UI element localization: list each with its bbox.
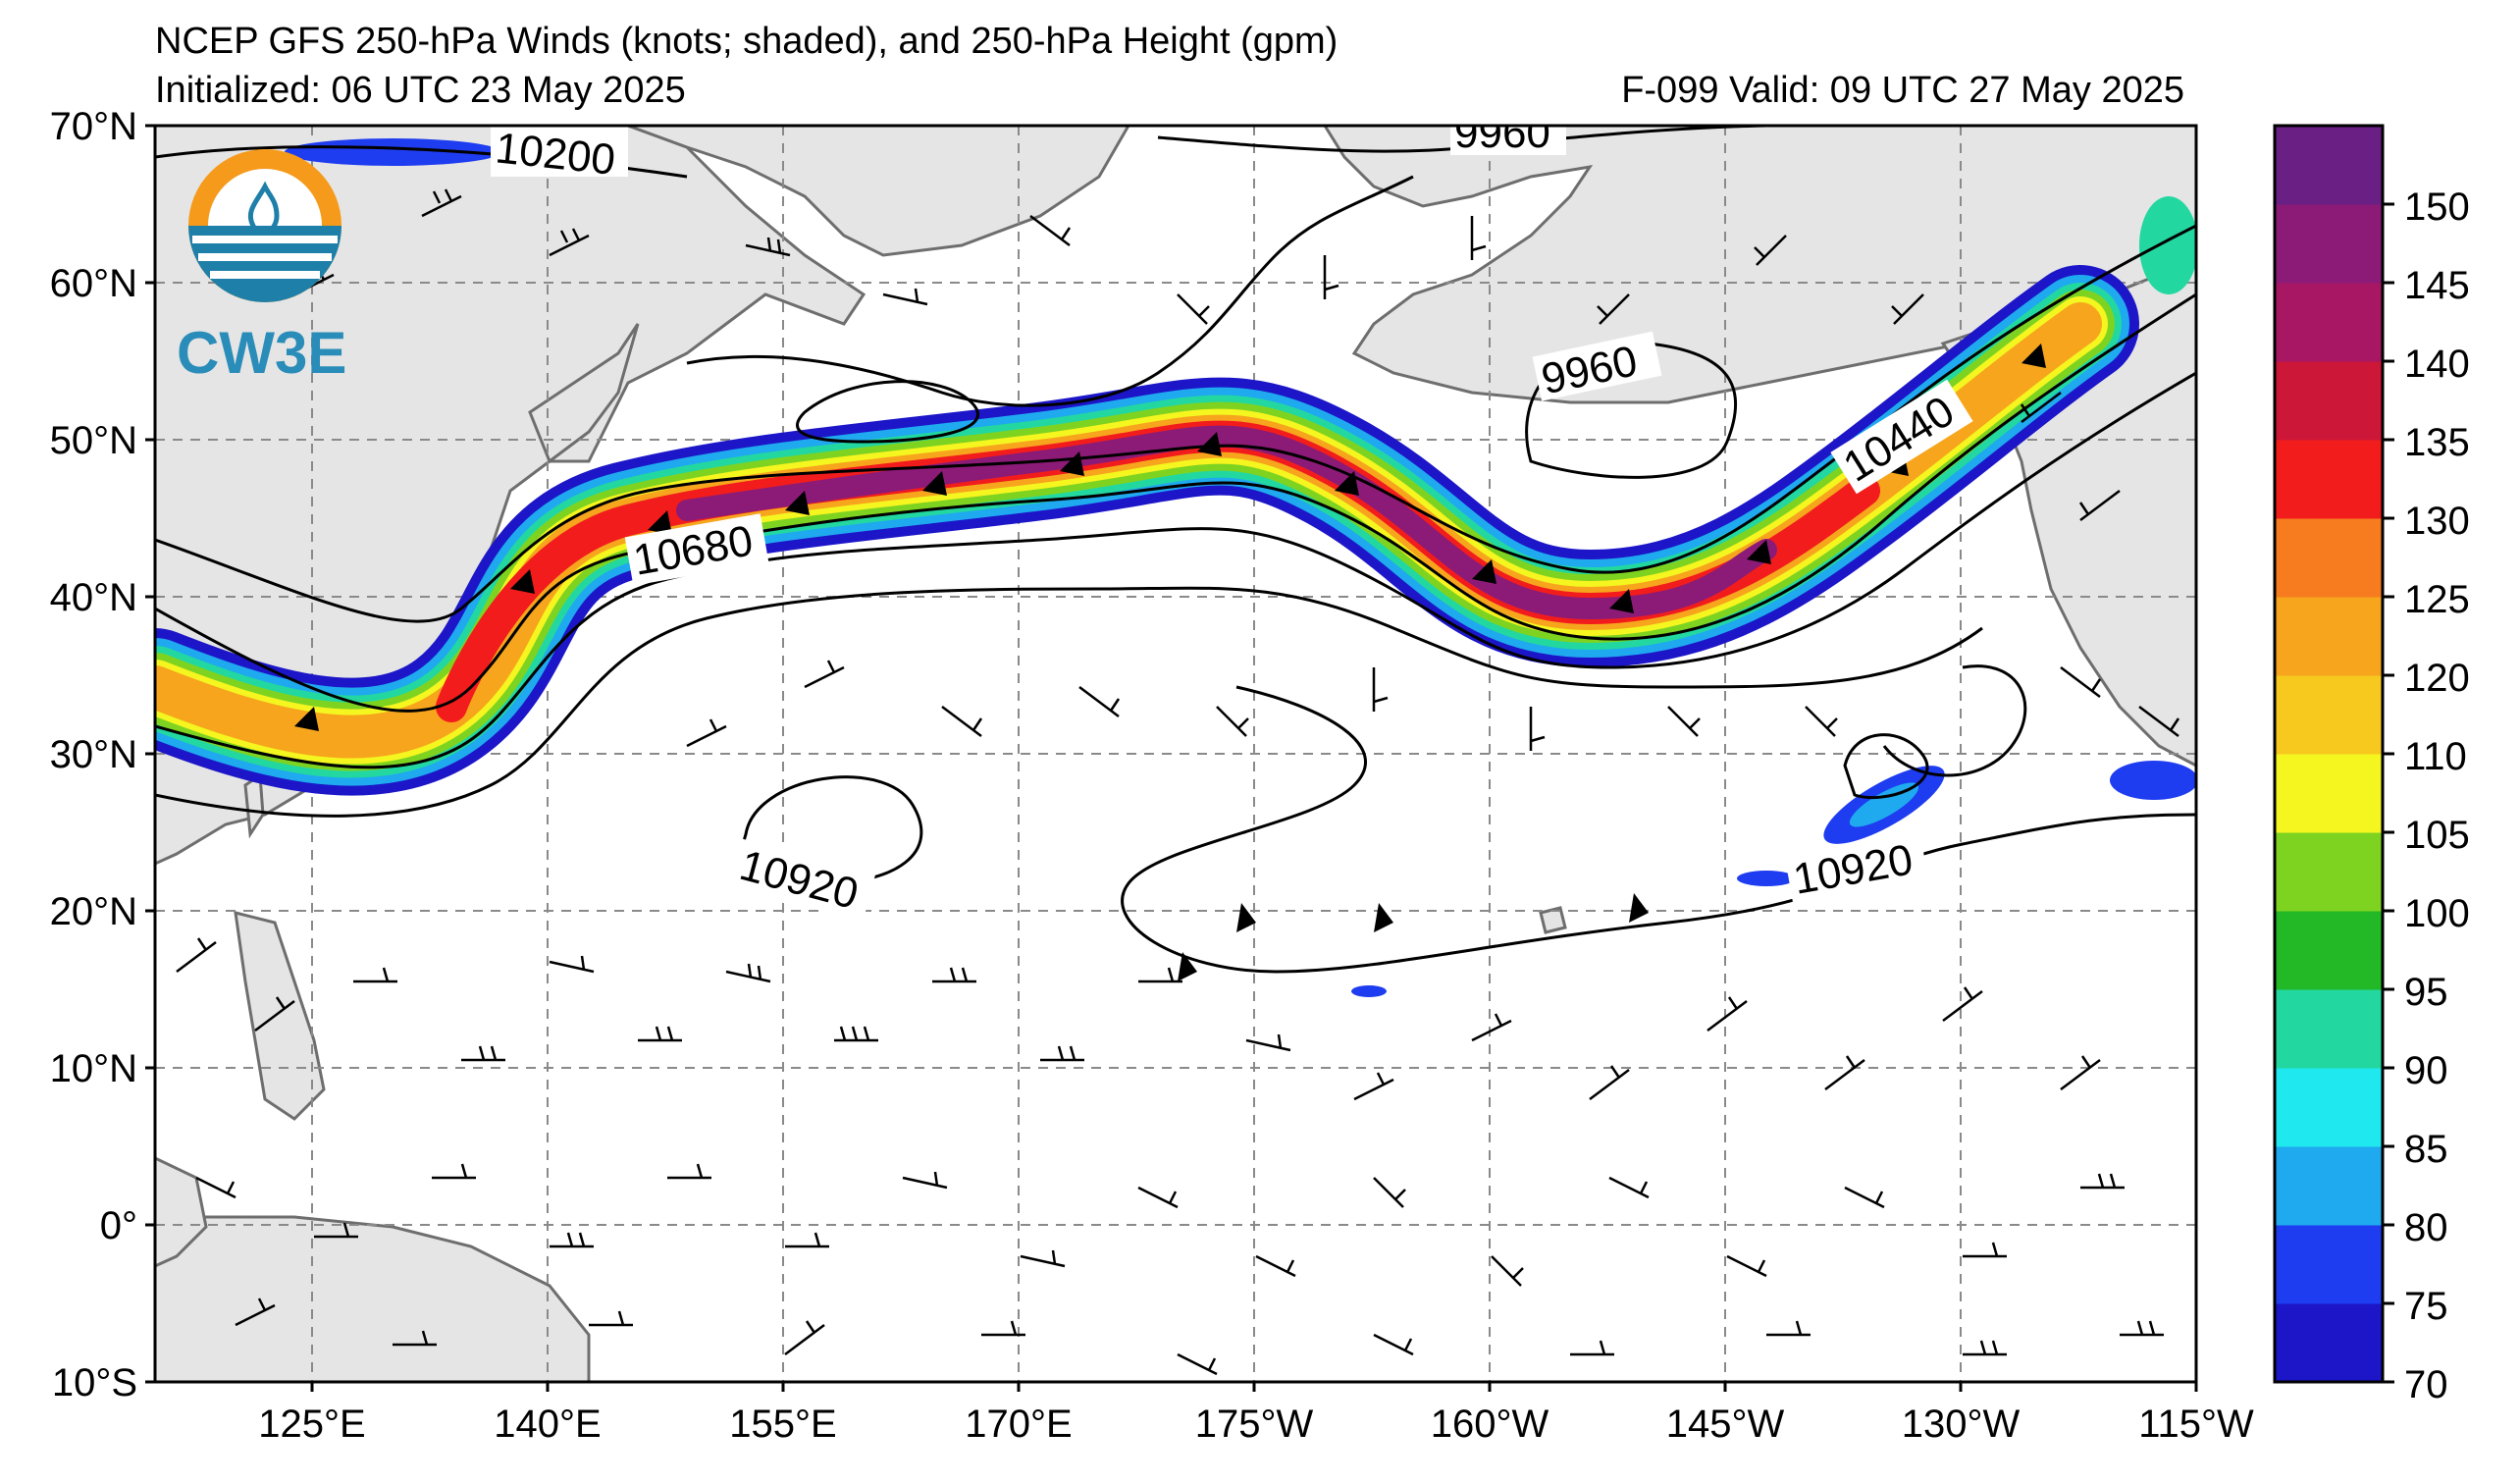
colorbar-swatch-3 <box>2275 1068 2383 1147</box>
colorbar-swatch-12 <box>2275 361 2383 441</box>
latitude-labels: 70°N 60°N 50°N 40°N 30°N 20°N 10°N 0° 10… <box>50 105 137 1404</box>
lat-label-70n: 70°N <box>50 105 137 148</box>
lon-label-160w: 160°W <box>1431 1403 1549 1446</box>
lat-label-0: 0° <box>100 1204 137 1247</box>
new-guinea-landmass <box>155 1215 591 1382</box>
colorbar-tick-label: 145 <box>2404 264 2470 307</box>
colorbar-tick-label: 70 <box>2404 1363 2448 1406</box>
lon-label-130w: 130°W <box>1902 1403 2021 1446</box>
colorbar-tick-label: 135 <box>2404 421 2470 464</box>
lat-label-50n: 50°N <box>50 419 137 462</box>
colorbar-tick-label: 105 <box>2404 814 2470 857</box>
colorbar-tick-label: 130 <box>2404 500 2470 543</box>
lon-label-145w: 145°W <box>1666 1403 1785 1446</box>
colorbar-swatch-6 <box>2275 832 2383 912</box>
hawaii-island <box>1539 906 1567 934</box>
borneo-landmass <box>155 1156 208 1268</box>
colorbar-tick-label: 120 <box>2404 657 2470 700</box>
longitude-labels: 125°E 140°E 155°E 170°E 175°W 160°W 145°… <box>258 1403 2254 1446</box>
colorbar-swatch-11 <box>2275 440 2383 519</box>
colorbar-ticks: 70 75 80 85 90 95 100 105 110 120 125 130 135 140 145 1… <box>2383 185 2470 1406</box>
colorbar-swatch-10 <box>2275 518 2383 598</box>
colorbar-swatch-8 <box>2275 675 2383 755</box>
cw3e-logo: CW3E <box>177 149 346 386</box>
colorbar-swatch-2 <box>2275 1146 2383 1226</box>
lon-label-155e: 155°E <box>729 1403 836 1446</box>
colorbar-tick-label: 110 <box>2404 735 2467 778</box>
colorbar-tick-label: 95 <box>2404 971 2448 1014</box>
map-panel: 10200 9960 9960 10680 10440 10920 10920 … <box>155 109 2196 1382</box>
siberia-landmass <box>627 126 1130 257</box>
lat-label-30n: 30°N <box>50 733 137 776</box>
valid-time: F-099 Valid: 09 UTC 27 May 2025 <box>1621 70 2184 111</box>
colorbar-swatch-7 <box>2275 754 2383 833</box>
colorbar-tick-label: 125 <box>2404 578 2470 621</box>
axis-ticks <box>145 124 2198 1392</box>
colorbar-swatch-0 <box>2275 1303 2383 1383</box>
colorbar-tick-label: 75 <box>2404 1285 2448 1328</box>
lon-label-115w: 115°W <box>2138 1403 2254 1446</box>
map-title: NCEP GFS 250-hPa Winds (knots; shaded), … <box>155 21 1339 62</box>
colorbar-swatches <box>2275 126 2383 1383</box>
colorbar-swatch-15 <box>2275 126 2383 205</box>
lat-label-10n: 10°N <box>50 1047 137 1090</box>
colorbar-swatch-4 <box>2275 989 2383 1069</box>
japan-landmass <box>528 323 640 464</box>
contour-label-9960-top: 9960 <box>1454 109 1550 157</box>
initialized-time: Initialized: 06 UTC 23 May 2025 <box>155 70 686 111</box>
colorbar-swatch-1 <box>2275 1225 2383 1304</box>
colorbar-tick-label: 150 <box>2404 185 2470 229</box>
lat-label-10s: 10°S <box>52 1361 137 1404</box>
lon-label-175w: 175°W <box>1195 1403 1314 1446</box>
colorbar-tick-label: 90 <box>2404 1049 2448 1092</box>
lon-label-140e: 140°E <box>494 1403 601 1446</box>
colorbar-swatch-14 <box>2275 204 2383 284</box>
lat-label-20n: 20°N <box>50 890 137 933</box>
lon-label-125e: 125°E <box>258 1403 365 1446</box>
wind-barbs <box>176 188 2180 1376</box>
cw3e-logo-text: CW3E <box>177 320 346 386</box>
height-contours <box>155 126 2196 974</box>
colorbar-tick-label: 85 <box>2404 1128 2448 1171</box>
colorbar: 70 75 80 85 90 95 100 105 110 120 125 130 135 140 145 1… <box>2273 124 2470 1406</box>
lon-label-170e: 170°E <box>965 1403 1072 1446</box>
lat-label-60n: 60°N <box>50 262 137 305</box>
colorbar-tick-label: 140 <box>2404 343 2470 386</box>
colorbar-swatch-13 <box>2275 283 2383 362</box>
colorbar-tick-label: 80 <box>2404 1206 2448 1249</box>
colorbar-swatch-9 <box>2275 597 2383 676</box>
lat-label-40n: 40°N <box>50 576 137 619</box>
colorbar-tick-label: 100 <box>2404 892 2470 935</box>
colorbar-swatch-5 <box>2275 911 2383 990</box>
